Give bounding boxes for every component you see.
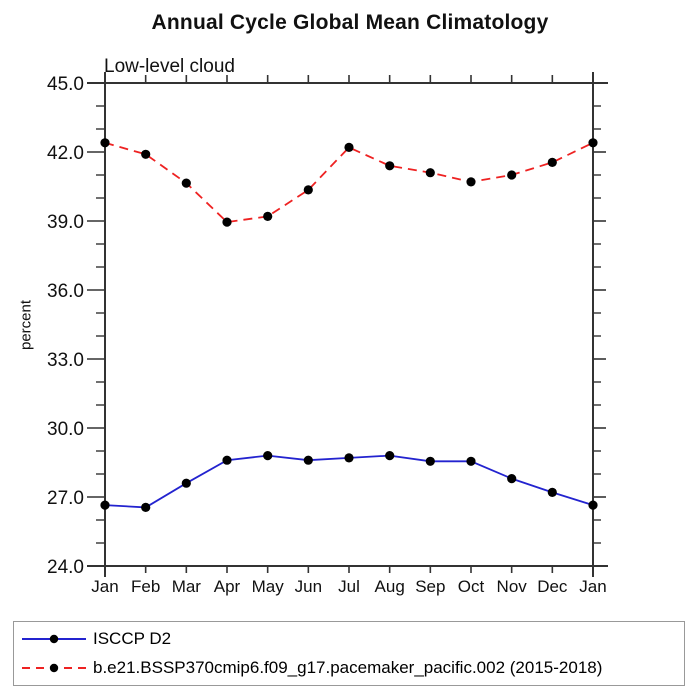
chart-title: Annual Cycle Global Mean Climatology <box>151 11 549 34</box>
x-tick-label: Sep <box>415 577 445 596</box>
data-point-marker <box>466 177 476 187</box>
data-point-marker <box>385 161 395 171</box>
x-tick-label: Aug <box>375 577 405 596</box>
data-point-marker <box>303 455 313 465</box>
legend-item-1: b.e21.BSSP370cmip6.f09_g17.pacemaker_pac… <box>18 654 680 681</box>
y-tick-label: 45.0 <box>47 74 84 95</box>
data-point-marker <box>425 456 435 466</box>
y-tick-label: 24.0 <box>47 557 84 578</box>
y-tick-label: 27.0 <box>47 488 84 509</box>
x-tick-label: Jan <box>91 577 118 596</box>
x-tick-label: Jan <box>579 577 606 596</box>
data-point-marker <box>100 138 110 148</box>
x-tick-label: Jul <box>338 577 360 596</box>
legend-line-sample <box>22 634 86 644</box>
series-line-1 <box>104 141 594 224</box>
x-tick-label: May <box>252 577 285 596</box>
data-point-marker <box>222 217 232 227</box>
data-point-marker <box>588 500 598 510</box>
data-point-marker <box>507 474 517 484</box>
data-point-marker <box>100 500 110 510</box>
x-tick-label: Jun <box>295 577 322 596</box>
data-point-marker <box>588 138 598 148</box>
data-point-marker <box>141 502 151 512</box>
x-tick-label: Oct <box>458 577 485 596</box>
data-point-marker <box>263 451 273 461</box>
x-tick-label: Apr <box>214 577 241 596</box>
chart-subtitle: Low-level cloud <box>104 56 235 77</box>
data-point-marker <box>385 451 395 461</box>
y-tick-label: 42.0 <box>47 143 84 164</box>
legend-marker-dot <box>49 634 59 644</box>
data-point-marker <box>181 178 191 188</box>
data-point-marker <box>344 453 354 463</box>
data-point-marker <box>547 487 557 497</box>
x-tick-label: Nov <box>497 577 528 596</box>
legend-marker-dot <box>49 663 59 673</box>
y-tick-label: 33.0 <box>47 350 84 371</box>
legend: ISCCP D2 b.e21.BSSP370cmip6.f09_g17.pacem… <box>13 621 685 686</box>
data-point-marker <box>181 478 191 488</box>
data-point-marker <box>222 455 232 465</box>
x-tick-label: Dec <box>537 577 568 596</box>
data-point-marker <box>425 168 435 178</box>
data-point-marker <box>547 157 557 167</box>
y-tick-label: 36.0 <box>47 281 84 302</box>
x-tick-label: Mar <box>172 577 202 596</box>
data-point-marker <box>507 170 517 180</box>
data-point-marker <box>466 456 476 466</box>
data-point-marker <box>141 149 151 159</box>
legend-line-sample <box>22 663 86 673</box>
data-point-marker <box>344 142 354 152</box>
data-point-marker <box>303 185 313 195</box>
series-line-0 <box>104 454 594 509</box>
data-point-marker <box>263 211 273 221</box>
legend-label: b.e21.BSSP370cmip6.f09_g17.pacemaker_pac… <box>93 657 603 677</box>
legend-item-0: ISCCP D2 <box>18 626 680 653</box>
y-tick-label: 39.0 <box>47 212 84 233</box>
y-tick-label: 30.0 <box>47 419 84 440</box>
x-tick-label: Feb <box>131 577 160 596</box>
legend-label: ISCCP D2 <box>93 629 172 649</box>
